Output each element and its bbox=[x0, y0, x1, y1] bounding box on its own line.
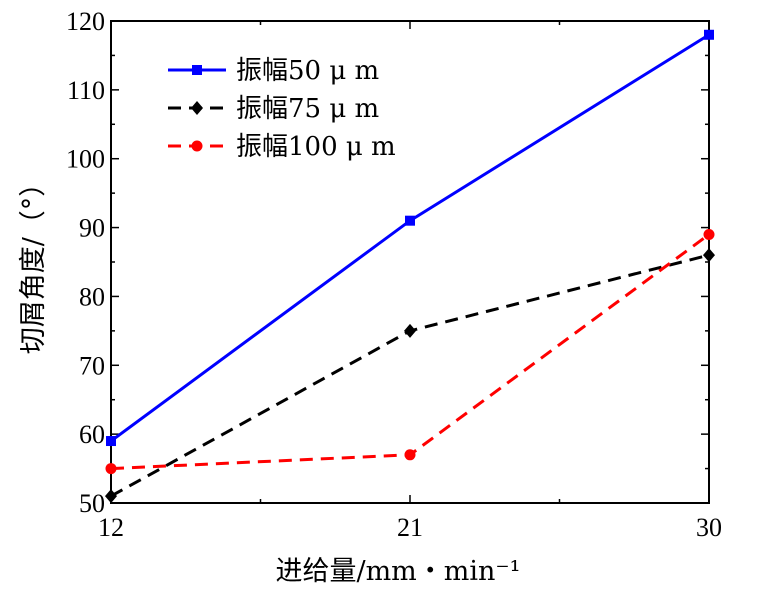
legend-item: 振幅100 μ m bbox=[168, 132, 396, 162]
y-tick-label: 70 bbox=[79, 351, 105, 380]
x-tick-label: 21 bbox=[397, 513, 423, 542]
data-point bbox=[703, 248, 715, 263]
y-tick-label: 110 bbox=[67, 76, 105, 105]
data-point bbox=[106, 436, 116, 447]
data-point bbox=[404, 323, 416, 338]
y-tick-label: 60 bbox=[79, 420, 105, 449]
data-point bbox=[105, 463, 117, 475]
legend-label: 振幅75 μ m bbox=[236, 94, 379, 124]
legend-item: 振幅50 μ m bbox=[168, 56, 379, 86]
data-point bbox=[703, 228, 715, 240]
legend-item: 振幅75 μ m bbox=[168, 94, 379, 124]
legend: 振幅50 μ m 振幅75 μ m 振幅100 μ m bbox=[168, 56, 396, 162]
legend-label: 振幅100 μ m bbox=[236, 132, 396, 162]
y-tick-label: 90 bbox=[79, 214, 105, 243]
series-layer bbox=[105, 29, 715, 504]
series-line bbox=[110, 233, 710, 471]
series-3 bbox=[105, 228, 715, 475]
legend-swatch-marker bbox=[191, 101, 203, 115]
legend-label: 振幅50 μ m bbox=[236, 56, 379, 86]
y-tick-label: 100 bbox=[66, 145, 105, 174]
plot-area-frame bbox=[110, 20, 710, 504]
legend-swatch-marker bbox=[192, 65, 202, 75]
y-tick-label: 120 bbox=[66, 7, 105, 36]
y-tick-label: 80 bbox=[79, 282, 105, 311]
x-tick-label: 30 bbox=[696, 513, 722, 542]
data-point bbox=[404, 449, 416, 461]
y-axis-title: 切屑角度/（°） bbox=[18, 170, 49, 355]
legend-swatch-marker bbox=[191, 140, 203, 152]
data-point bbox=[405, 215, 415, 226]
x-axis-title: 进给量/mm・min⁻¹ bbox=[275, 556, 520, 587]
data-point bbox=[105, 489, 117, 504]
series-line bbox=[110, 33, 710, 443]
y-tick-label: 50 bbox=[79, 489, 105, 518]
axis-tick-labels: 50 60 70 80 90 100 110 120 12 21 30 bbox=[66, 7, 722, 542]
x-tick-label: 12 bbox=[98, 513, 124, 542]
series-1 bbox=[106, 29, 714, 447]
data-point bbox=[704, 29, 714, 40]
axis-ticks bbox=[110, 20, 710, 504]
series-2 bbox=[105, 248, 715, 504]
